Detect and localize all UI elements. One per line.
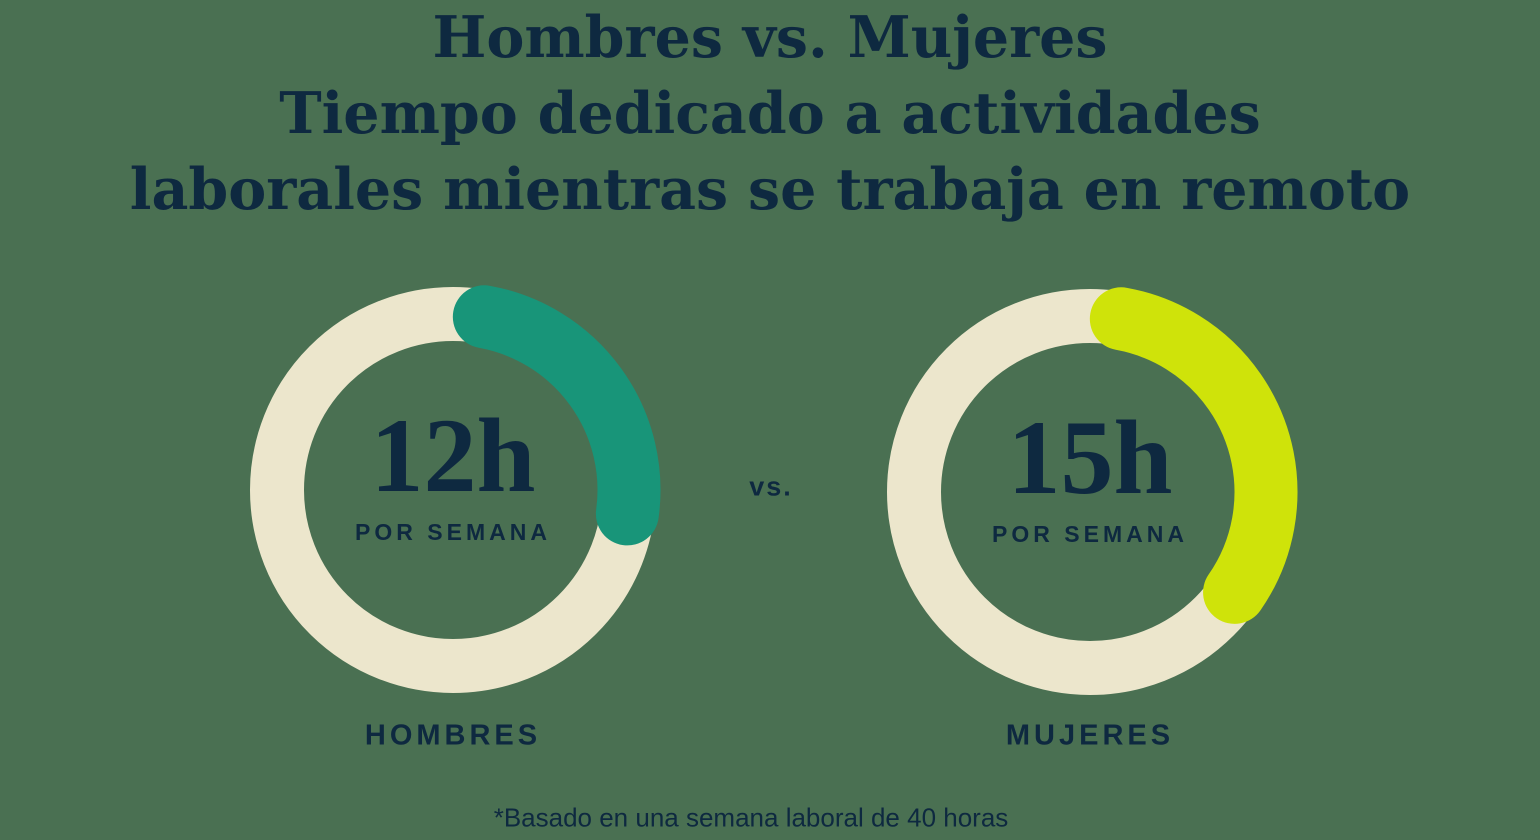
donut-svg-hombres (245, 282, 661, 698)
donut-chart-mujeres: 15h POR SEMANA (875, 277, 1305, 707)
donut-svg-mujeres (882, 284, 1298, 700)
vs-label: vs. (749, 471, 793, 502)
title-line-1: Hombres vs. Mujeres (432, 4, 1108, 71)
donut-arc-hombres (245, 282, 661, 698)
donut-chart-hombres: 12h POR SEMANA (238, 275, 668, 705)
title-line-2: Tiempo dedicado a actividades (279, 80, 1261, 147)
category-label-mujeres: MUJERES (1005, 719, 1175, 752)
category-label-hombres: HOMBRES (364, 719, 542, 752)
infographic-title: Hombres vs. Mujeres Tiempo dedicado a ac… (0, 0, 1540, 228)
footnote: *Basado en una semana laboral de 40 hora… (493, 802, 1009, 833)
donut-arc-mujeres (882, 284, 1298, 700)
title-line-3: laborales mientras se trabaja en remoto (129, 156, 1411, 223)
